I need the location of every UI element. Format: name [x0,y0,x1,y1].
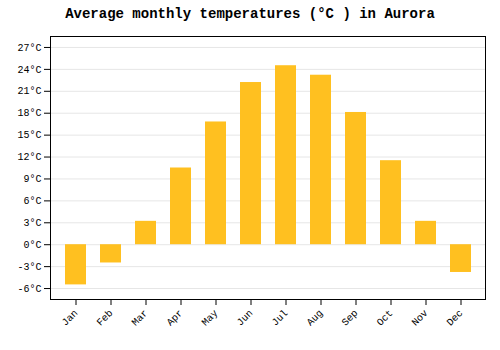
svg-text:9°C: 9°C [23,174,41,185]
svg-text:12°C: 12°C [17,152,41,163]
svg-text:21°C: 21°C [17,86,41,97]
svg-text:Apr: Apr [165,308,186,329]
svg-text:Feb: Feb [95,308,116,329]
html-text:Average monthly temperatures (: Average monthly temperatures (°C ) in Au… [65,6,435,22]
svg-text:Oct: Oct [375,308,396,329]
svg-text:Jun: Jun [235,308,256,329]
svg-text:3°C: 3°C [23,218,41,229]
svg-text:Jan: Jan [60,308,81,329]
svg-text:May: May [200,308,221,329]
svg-text:15°C: 15°C [17,130,41,141]
svg-text:24°C: 24°C [17,65,41,76]
svg-text:Mar: Mar [130,308,151,329]
svg-text:-3°C: -3°C [17,262,41,273]
svg-text:Jul: Jul [270,308,291,329]
svg-text:Nov: Nov [410,308,431,329]
svg-text:Aug: Aug [305,308,326,329]
svg-text:Dec: Dec [445,308,466,329]
svg-text:-6°C: -6°C [17,284,41,295]
svg-text:0°C: 0°C [23,240,41,251]
svg-text:Sep: Sep [340,308,361,329]
svg-text:27°C: 27°C [17,43,41,54]
svg-text:6°C: 6°C [23,196,41,207]
svg-text:18°C: 18°C [17,108,41,119]
